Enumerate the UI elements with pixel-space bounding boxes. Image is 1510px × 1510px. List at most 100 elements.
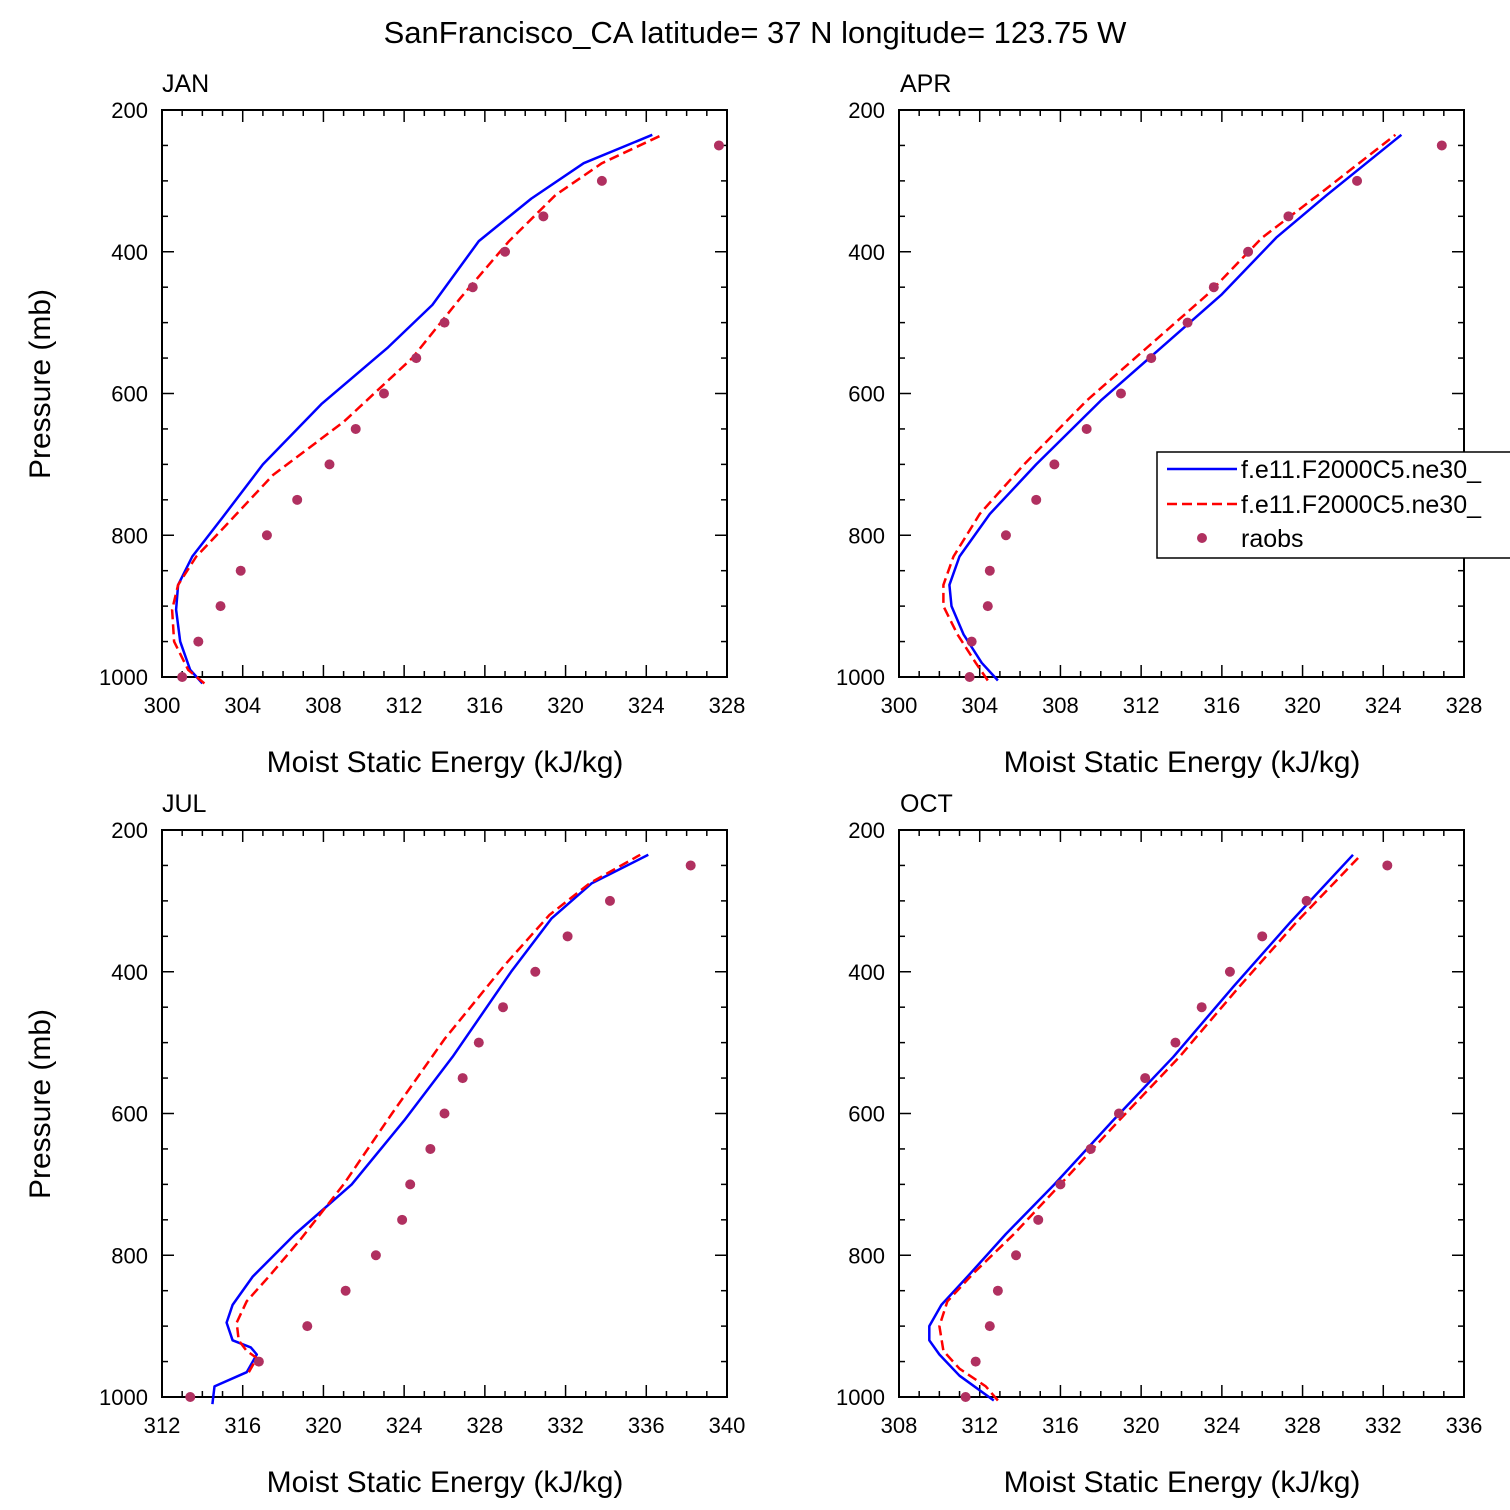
raobs-point [1382, 860, 1393, 871]
legend-label-model1: f.e11.F2000C5.ne30_ [1241, 456, 1482, 484]
raobs-point [378, 388, 389, 399]
y-tick-label: 200 [848, 818, 885, 843]
y-tick-label: 800 [848, 1243, 885, 1268]
x-tick-label: 308 [305, 693, 342, 718]
plot-area: 312 316 320 324 328 332 336 340 200 400 600 800 1000 [99, 818, 745, 1438]
raobs-point [1283, 211, 1294, 222]
panel-apr: APR 300 304 308 312 316 320 324 328 200 400 600 800… [836, 70, 1482, 779]
raobs-point [193, 636, 204, 647]
raobs-point [1352, 175, 1363, 186]
panel-oct: OCT 308 312 316 320 324 328 332 336 200 400 600 800… [836, 790, 1482, 1499]
raobs-point [292, 494, 303, 505]
raobs-point [1182, 317, 1193, 328]
raobs-point [685, 860, 696, 871]
plot-frame [898, 829, 1465, 1398]
raobs-point [411, 353, 422, 364]
raobs-point [397, 1214, 408, 1225]
y-tick-label: 400 [848, 960, 885, 985]
raobs-point [235, 565, 246, 576]
raobs-point [457, 1073, 468, 1084]
raobs-point [1301, 895, 1312, 906]
panel-title: JUL [162, 790, 207, 818]
raobs-point [992, 1285, 1003, 1296]
panel-title: JAN [162, 70, 209, 98]
raobs-point [498, 1002, 509, 1013]
raobs-point [177, 672, 188, 682]
x-tick-label: 324 [1365, 693, 1402, 718]
plot-frame [898, 109, 1465, 678]
raobs-point [562, 931, 573, 942]
raobs-point [1049, 459, 1060, 470]
raobs-point [713, 140, 724, 151]
x-axis-label: Moist Static Energy (kJ/kg) [1004, 1466, 1361, 1499]
x-tick-label: 324 [1203, 1413, 1240, 1438]
plot-area: 300 304 308 312 316 320 324 328 200 400 600 800 1000 [99, 98, 745, 718]
raobs-point [1113, 1108, 1124, 1119]
figure-title: SanFrancisco_CA latitude= 37 N longitude… [384, 15, 1127, 50]
raobs-point [340, 1285, 351, 1296]
y-tick-label: 400 [848, 240, 885, 265]
x-tick-label: 312 [961, 1413, 998, 1438]
raobs-point [530, 966, 541, 977]
y-tick-label: 600 [111, 1102, 148, 1127]
series-line-dashed [235, 853, 641, 1373]
y-tick-label: 200 [111, 98, 148, 123]
x-tick-label: 320 [1123, 1413, 1160, 1438]
series-line-dashed [170, 133, 663, 685]
series-line-dashed [942, 133, 1397, 682]
raobs-point [324, 459, 335, 470]
raobs-point [1436, 140, 1447, 151]
raobs-point [1170, 1037, 1181, 1048]
raobs-point [500, 246, 511, 257]
plot-area: 300 304 308 312 316 320 324 328 200 400 600 800 1000 [836, 98, 1482, 718]
series-line-dashed [938, 853, 1363, 1402]
raobs-point [370, 1250, 381, 1261]
raobs-point [1055, 1179, 1066, 1190]
raobs-point [964, 672, 975, 682]
raobs-point [302, 1321, 313, 1332]
x-tick-label: 316 [1203, 693, 1240, 718]
panel-jan: JAN 300 304 308 312 316 320 324 328 200 400 600 800… [24, 70, 745, 779]
raobs-point [1224, 966, 1235, 977]
raobs-point [215, 601, 226, 612]
x-axis-label: Moist Static Energy (kJ/kg) [267, 746, 624, 779]
x-tick-label: 324 [386, 1413, 423, 1438]
x-axis-label: Moist Static Energy (kJ/kg) [1004, 746, 1361, 779]
plot-area: 308 312 316 320 324 328 332 336 200 400 600 800 1000 [836, 818, 1482, 1438]
legend-label-obs: raobs [1241, 525, 1304, 553]
y-tick-label: 800 [111, 523, 148, 548]
y-tick-label: 400 [111, 960, 148, 985]
raobs-point [596, 175, 607, 186]
raobs-point [473, 1037, 484, 1048]
raobs-point [1140, 1073, 1151, 1084]
x-tick-label: 312 [1123, 693, 1160, 718]
raobs-point [1033, 1214, 1044, 1225]
x-tick-label: 308 [881, 1413, 918, 1438]
y-tick-label: 600 [111, 382, 148, 407]
series-line-solid [211, 853, 649, 1405]
raobs-point [439, 317, 450, 328]
raobs-point [405, 1179, 416, 1190]
raobs-point [1011, 1250, 1022, 1261]
x-tick-label: 300 [881, 693, 918, 718]
raobs-point [1243, 246, 1254, 257]
raobs-point [425, 1143, 436, 1154]
x-tick-label: 320 [547, 693, 584, 718]
y-tick-label: 200 [111, 818, 148, 843]
raobs-point [1146, 353, 1157, 364]
raobs-point [1208, 282, 1219, 293]
x-tick-label: 304 [961, 693, 998, 718]
y-axis-label: Pressure (mb) [24, 289, 57, 479]
x-tick-label: 328 [709, 693, 746, 718]
x-tick-label: 308 [1042, 693, 1079, 718]
x-tick-label: 328 [1446, 693, 1483, 718]
raobs-point [253, 1356, 264, 1367]
series-line-solid [948, 133, 1403, 682]
x-tick-label: 332 [547, 1413, 584, 1438]
y-tick-label: 1000 [836, 665, 885, 690]
y-tick-label: 800 [848, 523, 885, 548]
x-tick-label: 328 [466, 1413, 503, 1438]
y-tick-label: 1000 [99, 665, 148, 690]
series-line-solid [928, 853, 1354, 1402]
